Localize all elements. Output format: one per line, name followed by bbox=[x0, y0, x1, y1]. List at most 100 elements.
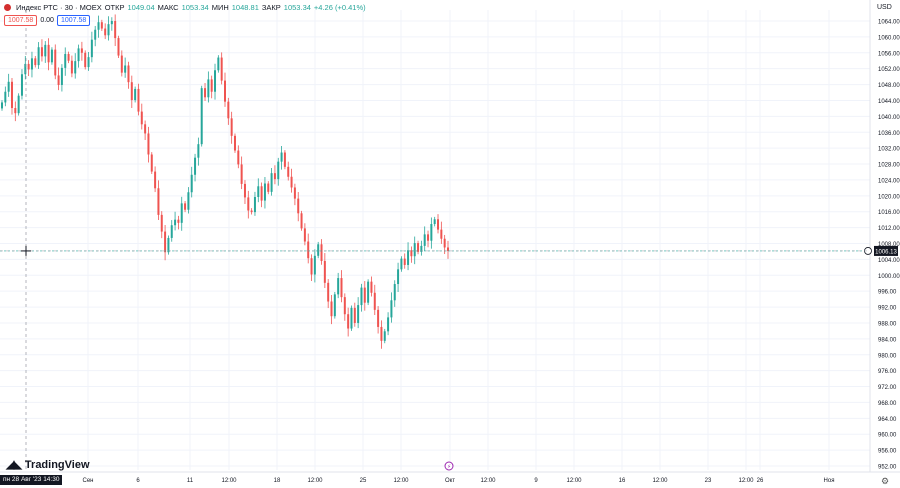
candle bbox=[147, 126, 150, 163]
candle-body bbox=[280, 152, 283, 162]
candle-body bbox=[343, 297, 346, 315]
currency-label[interactable]: USD bbox=[877, 4, 892, 11]
time-tick-label: 12:00 bbox=[307, 478, 323, 484]
buy-price-button[interactable]: 1007.58 bbox=[56, 15, 91, 26]
candle bbox=[233, 133, 236, 153]
candle-body bbox=[44, 44, 47, 57]
candle-body bbox=[397, 269, 400, 285]
candle-body bbox=[333, 294, 336, 317]
price-tick-label: 1060.00 bbox=[878, 35, 900, 41]
candle bbox=[154, 166, 157, 193]
candle bbox=[430, 217, 433, 249]
candle bbox=[283, 150, 286, 170]
candle bbox=[413, 236, 416, 265]
candle-body bbox=[100, 22, 103, 29]
candle bbox=[160, 211, 163, 239]
close-label: ЗАКР bbox=[261, 3, 281, 12]
candle bbox=[70, 55, 73, 78]
price-tick-label: 1056.00 bbox=[878, 51, 900, 57]
candle-body bbox=[150, 154, 153, 172]
candle-body bbox=[320, 244, 323, 261]
candle bbox=[144, 120, 147, 140]
candle-body bbox=[310, 258, 313, 275]
candle-body bbox=[194, 157, 197, 175]
time-tick-label: Ноя bbox=[824, 478, 835, 484]
price-tick-label: 960.00 bbox=[878, 433, 897, 439]
candle-body bbox=[17, 95, 20, 114]
candle bbox=[377, 306, 380, 334]
candle-body bbox=[367, 281, 370, 303]
last-price-label-bg bbox=[874, 245, 898, 256]
candle bbox=[407, 242, 410, 271]
candle bbox=[447, 240, 449, 259]
candle-body bbox=[377, 309, 380, 327]
candle bbox=[363, 281, 366, 311]
sell-price-button[interactable]: 1007.58 bbox=[4, 15, 38, 26]
candle bbox=[237, 145, 240, 169]
candle-body bbox=[104, 28, 107, 36]
candle-body bbox=[303, 228, 306, 242]
candle bbox=[350, 305, 353, 331]
candle bbox=[110, 17, 113, 31]
price-tick-label: 1036.00 bbox=[878, 131, 900, 137]
candle bbox=[400, 256, 403, 272]
candle bbox=[10, 78, 13, 115]
candle-body bbox=[317, 244, 320, 256]
candle-body bbox=[4, 91, 7, 103]
candle bbox=[130, 75, 133, 109]
tradingview-logo[interactable]: ◢◣ TradingView bbox=[6, 458, 90, 472]
candle bbox=[40, 39, 43, 62]
candle bbox=[327, 279, 330, 309]
candle-body bbox=[40, 47, 43, 57]
candle-body bbox=[120, 55, 123, 73]
candle bbox=[120, 50, 123, 77]
logo-text: TradingView bbox=[24, 458, 90, 471]
candle bbox=[170, 220, 173, 242]
candle bbox=[80, 41, 83, 61]
candle bbox=[390, 292, 393, 323]
candle-body bbox=[177, 219, 180, 223]
gear-icon[interactable]: ⚙ bbox=[880, 476, 890, 486]
candle bbox=[260, 182, 263, 208]
candle-body bbox=[267, 183, 270, 192]
candle-body bbox=[154, 171, 157, 189]
price-tick-label: 1064.00 bbox=[878, 20, 900, 26]
candle bbox=[57, 67, 60, 91]
candle bbox=[387, 312, 390, 336]
candle-body bbox=[137, 88, 140, 112]
candle bbox=[107, 16, 110, 41]
candle-body bbox=[260, 186, 263, 201]
spread-value: 0.00 bbox=[40, 17, 54, 24]
candle-body bbox=[383, 331, 386, 341]
candle bbox=[397, 262, 400, 292]
candle bbox=[273, 165, 276, 185]
candle bbox=[297, 192, 300, 222]
symbol-title[interactable]: Индекс РТС · 30 · MOEX bbox=[16, 3, 102, 12]
price-tick-label: 1004.00 bbox=[878, 258, 900, 264]
candle-body bbox=[277, 161, 280, 180]
flag-icon bbox=[4, 4, 11, 11]
candle bbox=[437, 214, 440, 234]
candle bbox=[303, 223, 306, 246]
candle-body bbox=[217, 57, 220, 71]
candle-body bbox=[403, 258, 406, 265]
candle-body bbox=[417, 243, 420, 252]
candle bbox=[207, 71, 210, 103]
candle bbox=[190, 166, 193, 198]
candle-body bbox=[127, 65, 130, 83]
price-tick-label: 1044.00 bbox=[878, 99, 900, 105]
candle-body bbox=[227, 101, 230, 119]
candle bbox=[417, 240, 420, 255]
low-label: МИН bbox=[211, 3, 229, 12]
time-tick-label: 12:00 bbox=[480, 478, 496, 484]
candle-body bbox=[350, 307, 353, 329]
candle bbox=[330, 294, 333, 325]
candle-body bbox=[420, 245, 423, 252]
candle-body bbox=[283, 152, 286, 167]
candle bbox=[313, 249, 316, 283]
candle bbox=[290, 168, 293, 193]
candle-body bbox=[240, 164, 243, 184]
time-tick-label: Окт bbox=[445, 478, 455, 484]
candle bbox=[307, 233, 310, 264]
